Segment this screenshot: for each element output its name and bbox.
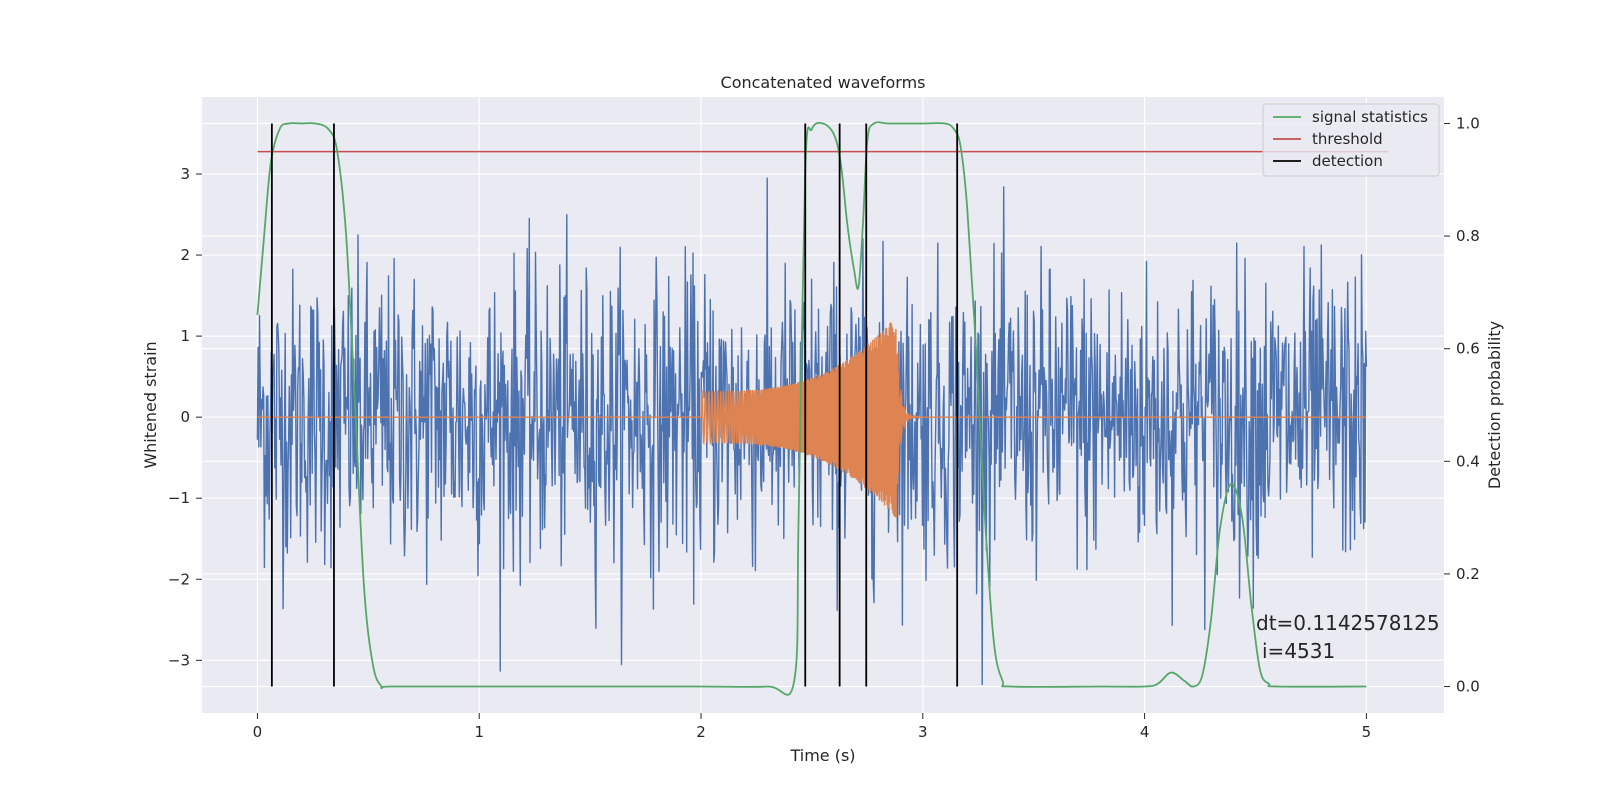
axis-ticks: 0 1 2 3 4 5 −3 −2 −1 0 1 2 3 0.0 0.2 0.4 0.6 0.8 1.0 [168, 114, 1480, 741]
y-tick-label-right: 0.8 [1456, 227, 1480, 245]
y-axis-label-left: Whitened strain [141, 341, 160, 468]
x-tick-label: 0 [253, 723, 263, 741]
y-tick-label-left: 3 [180, 165, 190, 183]
y-tick-label-left: 0 [180, 408, 190, 426]
x-tick-label: 4 [1140, 723, 1150, 741]
signal-statistics-line [256, 121, 1367, 696]
x-tick-label: 5 [1362, 723, 1372, 741]
legend-label-signal-statistics: signal statistics [1312, 108, 1428, 126]
y-tick-label-right: 0.0 [1456, 678, 1480, 696]
y-tick-label-left: −2 [168, 570, 190, 588]
y-tick-label-right: 1.0 [1456, 114, 1480, 132]
x-tick-label: 3 [918, 723, 928, 741]
legend-box [1262, 103, 1440, 177]
y-tick-label-left: 1 [180, 327, 190, 345]
y-tick-label-left: −3 [168, 651, 190, 669]
x-tick-label: 2 [696, 723, 706, 741]
y-tick-label-left: −1 [168, 489, 190, 507]
legend-label-threshold: threshold [1312, 130, 1383, 148]
annotation-dt: dt=0.1142578125 [1256, 611, 1440, 635]
plot-area [256, 121, 1389, 696]
legend: signal statistics threshold detection [1262, 103, 1440, 177]
y-tick-label-left: 2 [180, 246, 190, 264]
y-axis-label-right: Detection probability [1485, 321, 1504, 489]
y-tick-label-right: 0.2 [1456, 565, 1480, 583]
x-axis-label: Time (s) [789, 746, 855, 765]
x-tick-label: 1 [474, 723, 484, 741]
y-tick-label-right: 0.4 [1456, 452, 1480, 470]
y-tick-label-right: 0.6 [1456, 340, 1480, 358]
chart-title: Concatenated waveforms [721, 73, 926, 92]
legend-label-detection: detection [1312, 152, 1383, 170]
annotation-i: i=4531 [1262, 639, 1335, 663]
